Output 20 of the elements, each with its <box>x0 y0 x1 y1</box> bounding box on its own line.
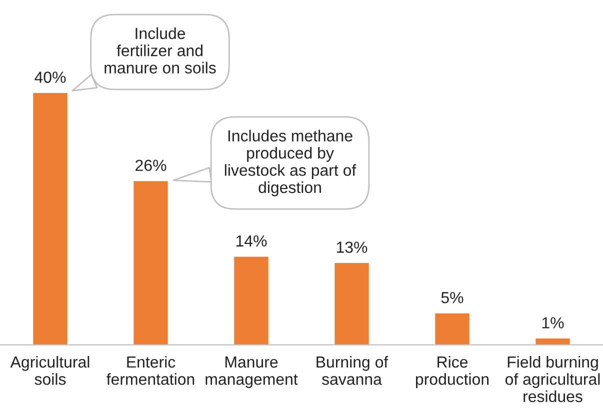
x-tick-label: Rice production <box>416 356 489 388</box>
text: Include fertilizer and manure on soils <box>104 27 216 74</box>
x-tick-label: Enteric fermentation <box>106 356 194 385</box>
x-tick-label: Manure management <box>206 356 298 388</box>
bar <box>536 338 570 345</box>
data-label: 26% <box>136 160 166 172</box>
bar <box>33 92 68 345</box>
bar <box>334 263 369 345</box>
x-tick-label: Burning of savanna <box>316 356 388 385</box>
data-label: 40% <box>34 72 66 83</box>
data-label: 5% <box>441 292 464 304</box>
data-label: 13% <box>336 242 368 253</box>
x-tick-label: Field burning of agricultural residues <box>505 356 600 402</box>
x-tick-label: Agricultural soils <box>10 356 90 385</box>
bar <box>134 181 168 345</box>
data-label: 14% <box>236 235 267 247</box>
bar <box>435 313 470 345</box>
bar <box>234 256 268 345</box>
data-label: 1% <box>542 317 564 328</box>
annotation: Includes methane produced by livestock as part of digestion <box>224 130 356 196</box>
